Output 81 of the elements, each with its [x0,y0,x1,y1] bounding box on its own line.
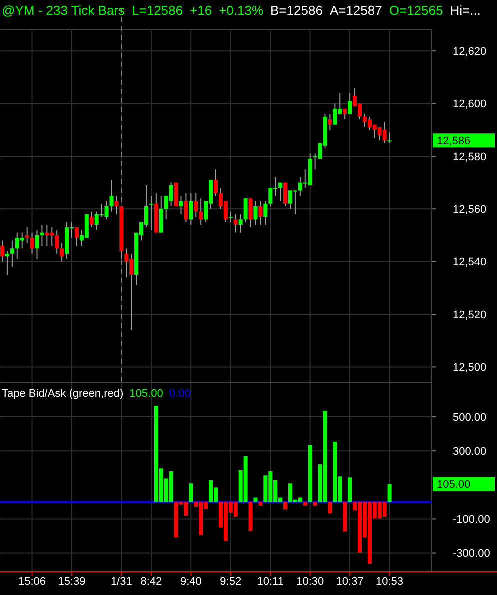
candlestick [228,211,233,223]
candlestick [179,195,184,215]
x-tick-label: 15:39 [58,576,86,588]
candlestick [264,200,268,226]
annotation: 105.00 [130,388,164,400]
candlestick [199,198,204,226]
y-tick-label: 12,600 [453,98,487,111]
bar [308,445,312,502]
candlestick [388,132,392,144]
candlestick [60,242,64,262]
candlestick [30,232,34,254]
candlestick [35,230,40,260]
candlestick [248,198,253,228]
candlestick [184,192,188,223]
y-tick-label: 12,500 [453,362,487,374]
y-tick-label: 500.00 [453,412,487,424]
candlestick [25,227,30,244]
candlestick [159,195,164,234]
text: L=12586 [132,3,183,18]
x-tick-label: 15:06 [18,576,46,588]
candlestick [278,182,283,202]
bar [343,502,348,532]
x-tick-label: 10:11 [257,576,284,588]
candlestick [234,214,238,234]
candlestick [258,200,263,226]
text: +16 [190,3,212,18]
candlestick [5,250,10,276]
y-tick-label: -300.00 [453,548,490,560]
candlestick [328,114,332,131]
y-tick-label: -100.00 [453,514,490,526]
x-tick-label: 1/31 [110,576,132,588]
candlestick [189,192,194,226]
bar [284,502,288,510]
y-tick-label: 12,620 [453,46,487,58]
bar [248,502,253,532]
y-tick-label: 12,540 [453,256,487,269]
y-tick-label: 12,520 [453,309,487,322]
y-tick-label: 12,560 [453,204,487,216]
candlestick [90,211,94,228]
y-tick-label: 12,580 [453,151,487,164]
candlestick [343,108,348,120]
bar [258,502,263,506]
candlestick [114,195,119,215]
x-tick-label: 10:37 [336,576,364,588]
annotation: 0.00 [169,388,191,400]
bar [189,484,194,502]
bar [388,484,392,502]
candlestick [55,230,60,254]
candlestick [194,192,198,218]
text: Hi=... [450,3,481,18]
bar [303,502,308,506]
candlestick [74,227,79,247]
candlestick [214,169,218,196]
x-tick-label: 9:40 [180,576,202,588]
candlestick [238,214,243,234]
candlestick [40,224,44,247]
bar [254,498,258,502]
x-tick-label: 8:42 [140,576,162,588]
x-tick-label: 10:30 [296,576,324,588]
candlestick [110,180,114,212]
candlestick [254,200,258,226]
x-tick-label: 10:53 [376,576,404,588]
bar [313,502,318,506]
bar [328,502,332,514]
y-tick-label: 300.00 [453,446,487,458]
text: 105.00 [437,479,471,492]
candlestick [348,92,352,115]
text: A=12587 [330,3,382,18]
bar [348,478,352,502]
x-tick-label: 9:52 [220,576,242,588]
text: O=12565 [389,3,444,18]
chart-title: @YM - 233 Tick Bars [2,3,126,18]
candlestick [0,240,4,262]
chart-title: Tape Bid/Ask (green,red) [2,388,124,400]
candlestick [10,240,14,268]
text: 12,586 [437,135,471,148]
text: B=12586 [270,3,323,18]
candlestick [284,182,288,207]
candlestick [149,195,154,231]
text: +0.13% [219,3,264,18]
candlestick [244,198,248,223]
